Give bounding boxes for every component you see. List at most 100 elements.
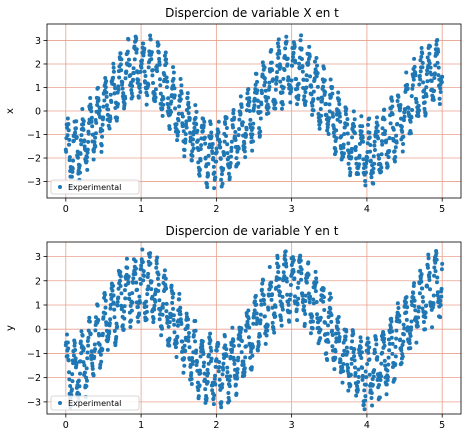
- data-point: [333, 149, 338, 154]
- data-point: [222, 334, 227, 339]
- data-point: [68, 383, 73, 388]
- data-point: [230, 347, 235, 352]
- data-point: [196, 388, 201, 393]
- data-point: [438, 89, 443, 94]
- data-point: [148, 261, 153, 266]
- data-point: [232, 361, 237, 366]
- data-point: [162, 268, 167, 273]
- data-point: [142, 69, 147, 74]
- data-point: [164, 309, 169, 314]
- data-point: [365, 361, 370, 366]
- data-point: [401, 339, 406, 344]
- data-point: [249, 365, 254, 370]
- data-point: [268, 284, 273, 289]
- data-point: [169, 99, 174, 104]
- data-point: [252, 96, 257, 101]
- data-point: [214, 357, 219, 362]
- data-point: [295, 102, 300, 107]
- data-point: [134, 280, 139, 285]
- data-point: [419, 279, 424, 284]
- data-point: [186, 100, 191, 105]
- data-point: [108, 306, 113, 311]
- data-point: [202, 360, 207, 365]
- data-point: [91, 157, 96, 162]
- data-point: [174, 354, 179, 359]
- data-point: [170, 300, 175, 305]
- data-point: [224, 133, 229, 138]
- data-point: [311, 297, 316, 302]
- data-point: [303, 99, 308, 104]
- data-point: [99, 149, 104, 154]
- data-point: [201, 351, 206, 356]
- data-point: [377, 156, 382, 161]
- data-point: [72, 340, 77, 345]
- data-point: [195, 128, 200, 133]
- data-point: [228, 164, 233, 169]
- data-point: [117, 75, 122, 80]
- data-point: [420, 306, 425, 311]
- data-point: [153, 99, 158, 104]
- data-point: [392, 149, 397, 154]
- data-point: [279, 106, 284, 111]
- data-point: [333, 349, 338, 354]
- data-point: [384, 382, 389, 387]
- data-point: [104, 103, 109, 108]
- data-point: [73, 347, 78, 352]
- data-point: [188, 130, 193, 135]
- y-tick-label: 0: [35, 325, 41, 336]
- data-point: [208, 338, 213, 343]
- data-point: [357, 153, 362, 158]
- data-point: [421, 80, 426, 85]
- data-point: [372, 161, 377, 166]
- data-point: [141, 53, 146, 58]
- data-point: [421, 320, 426, 325]
- data-point: [364, 158, 369, 163]
- data-point: [370, 403, 375, 408]
- data-point: [189, 376, 194, 381]
- data-point: [162, 273, 167, 278]
- data-point: [126, 37, 131, 42]
- data-point: [114, 335, 119, 340]
- data-point: [209, 348, 214, 353]
- data-point: [224, 374, 229, 379]
- data-point: [280, 294, 285, 299]
- data-point: [310, 112, 315, 117]
- data-point: [216, 119, 221, 124]
- data-point: [143, 73, 148, 78]
- data-point: [378, 378, 383, 383]
- data-point: [340, 365, 345, 370]
- data-point: [303, 103, 308, 108]
- data-point: [394, 328, 399, 333]
- data-point: [141, 41, 146, 46]
- data-point: [317, 126, 322, 131]
- data-point: [392, 376, 397, 381]
- data-point: [389, 335, 394, 340]
- data-point: [239, 327, 244, 332]
- data-point: [275, 41, 280, 46]
- data-point: [79, 329, 84, 334]
- data-point: [358, 335, 363, 340]
- data-point: [376, 136, 381, 141]
- data-point: [119, 57, 124, 62]
- data-point: [228, 154, 233, 159]
- data-point: [214, 348, 219, 353]
- data-point: [85, 356, 90, 361]
- data-point: [242, 145, 247, 150]
- data-point: [273, 314, 278, 319]
- data-point: [367, 116, 372, 121]
- data-point: [440, 261, 445, 266]
- data-point: [81, 127, 86, 132]
- data-point: [118, 270, 123, 274]
- data-point: [78, 170, 83, 175]
- data-point: [278, 315, 283, 320]
- data-point: [166, 105, 171, 110]
- data-point: [344, 329, 349, 334]
- data-point: [307, 54, 312, 59]
- data-point: [430, 325, 435, 330]
- data-point: [359, 339, 364, 344]
- data-point: [424, 85, 429, 90]
- data-point: [248, 122, 253, 127]
- data-point: [108, 302, 113, 307]
- data-point: [98, 362, 103, 367]
- data-point: [337, 114, 342, 119]
